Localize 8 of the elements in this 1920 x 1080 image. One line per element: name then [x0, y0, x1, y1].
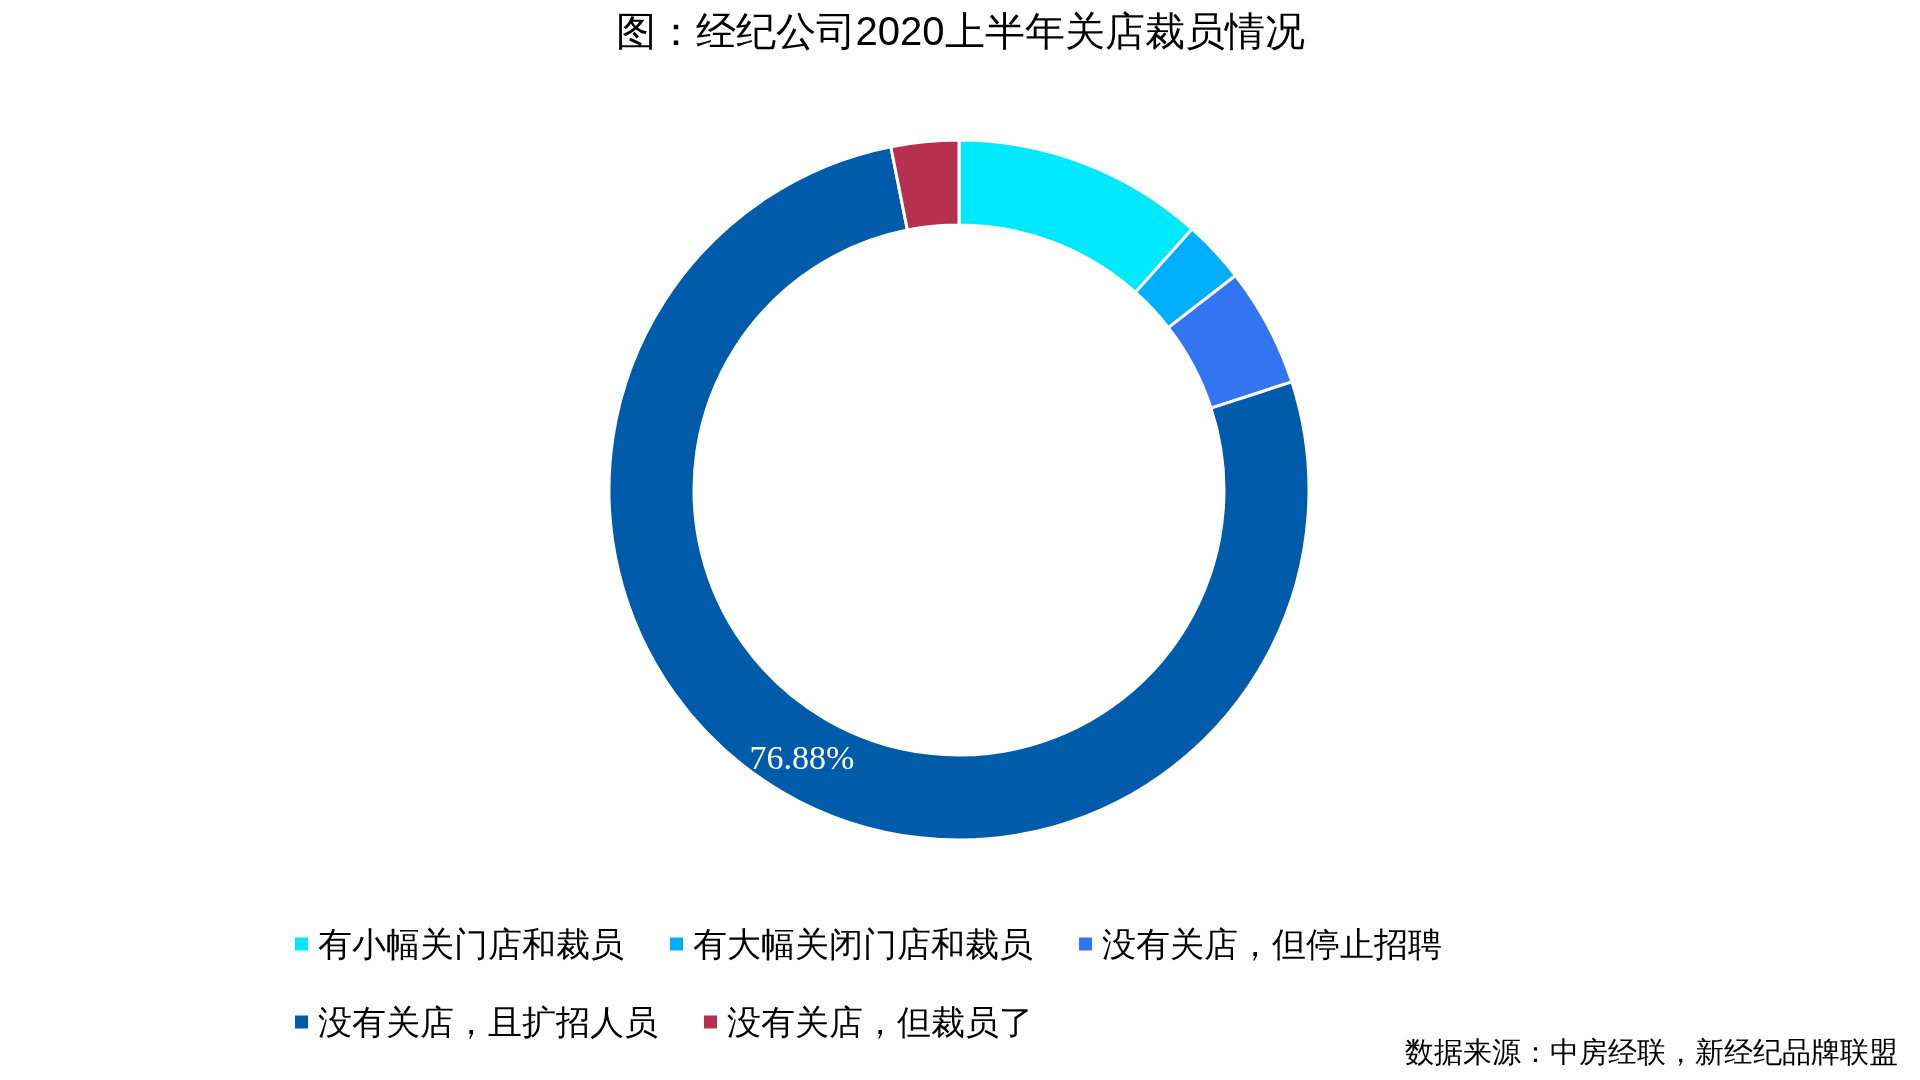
chart-title: 图：经纪公司2020上半年关店裁员情况: [615, 9, 1305, 53]
legend-label: 没有关店，但裁员了: [727, 1003, 1033, 1041]
legend-label: 有小幅关门店和裁员: [318, 925, 624, 963]
legend-label: 有大幅关闭门店和裁员: [693, 925, 1033, 963]
source-note: 数据来源：中房经联，新经纪品牌联盟: [1405, 1035, 1898, 1068]
legend-label: 没有关店，且扩招人员: [318, 1003, 658, 1041]
legend-label: 没有关店，但停止招聘: [1102, 925, 1442, 963]
data-label: 76.88%: [749, 739, 855, 777]
